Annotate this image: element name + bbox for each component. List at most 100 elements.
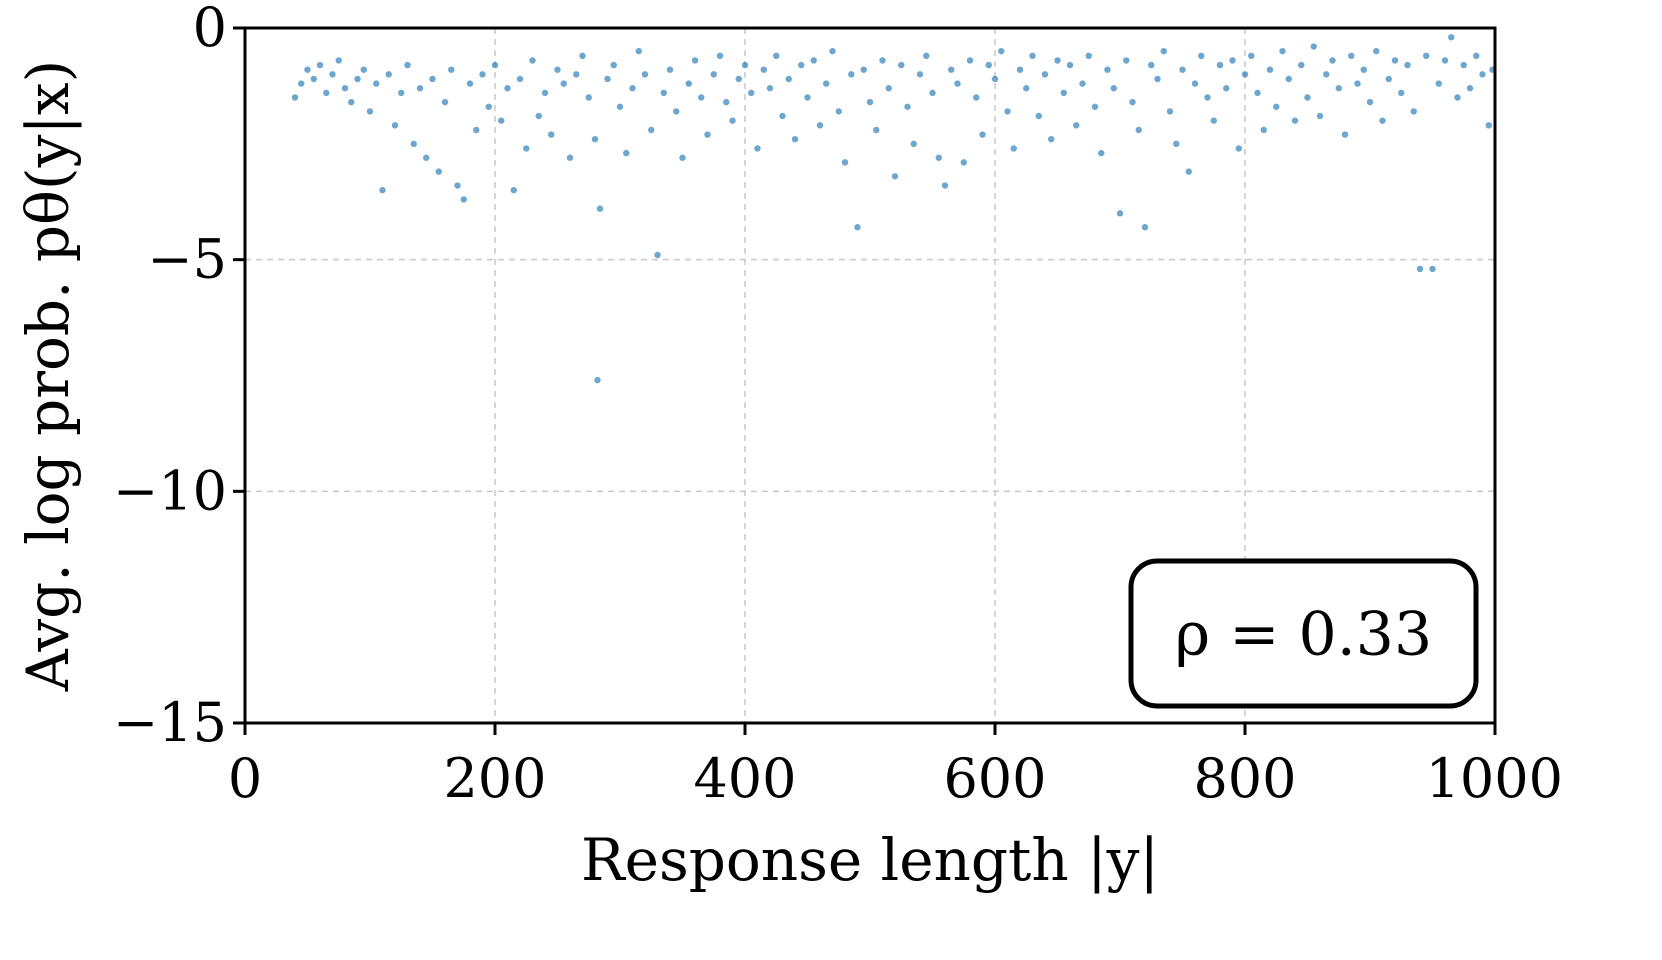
scatter-point	[323, 89, 330, 97]
scatter-point	[660, 89, 667, 97]
scatter-point	[298, 80, 305, 87]
scatter-point	[404, 61, 411, 69]
scatter-point	[1391, 57, 1399, 64]
scatter-point	[1441, 57, 1449, 64]
scatter-point	[535, 112, 542, 120]
scatter-point	[698, 94, 705, 101]
scatter-point	[885, 85, 892, 92]
scatter-point	[585, 94, 592, 101]
scatter-point	[623, 149, 630, 157]
scatter-point	[910, 140, 917, 148]
scatter-point	[1435, 80, 1442, 87]
scatter-point	[916, 71, 924, 78]
scatter-point	[410, 140, 417, 148]
scatter-point	[654, 251, 661, 259]
scatter-point	[1485, 122, 1492, 129]
scatter-point	[1041, 71, 1049, 78]
scatter-point	[941, 182, 949, 189]
scatter-point	[1223, 85, 1230, 92]
scatter-point	[1016, 66, 1024, 73]
scatter-point	[823, 80, 830, 87]
scatter-point	[1004, 108, 1011, 115]
scatter-point	[573, 71, 580, 78]
scatter-point	[385, 71, 392, 78]
scatter-point	[1204, 94, 1211, 101]
scatter-point	[1060, 89, 1067, 97]
scatter-point	[673, 108, 680, 115]
scatter-point	[973, 94, 980, 101]
scatter-point	[435, 168, 442, 175]
scatter-point	[629, 85, 636, 92]
scatter-point	[773, 52, 780, 59]
scatter-point	[1054, 57, 1061, 64]
y-tick-label: −10	[113, 459, 227, 522]
scatter-point	[779, 112, 786, 120]
scatter-point	[1035, 112, 1042, 120]
scatter-point	[1354, 80, 1361, 87]
scatter-point	[329, 71, 336, 78]
scatter-point	[541, 89, 549, 97]
scatter-point	[1291, 117, 1299, 124]
scatter-point	[1023, 85, 1030, 92]
scatter-point	[1266, 66, 1274, 73]
scatter-point	[1285, 75, 1292, 83]
scatter-point	[354, 75, 361, 83]
scatter-point	[485, 103, 492, 110]
scatter-point	[498, 117, 505, 124]
scatter-point	[1110, 85, 1117, 92]
scatter-point	[1416, 265, 1424, 273]
correlation-annotation: ρ = 0.33	[1128, 558, 1479, 709]
scatter-point	[1385, 75, 1392, 83]
scatter-points	[291, 34, 1496, 384]
scatter-point	[448, 66, 455, 73]
scatter-point	[1079, 80, 1086, 87]
scatter-point	[429, 75, 436, 83]
scatter-point	[560, 80, 567, 87]
scatter-point	[360, 66, 367, 73]
scatter-point	[460, 196, 467, 203]
scatter-point	[1373, 47, 1380, 55]
scatter-point	[1279, 47, 1286, 55]
scatter-point	[798, 61, 805, 69]
scatter-point	[1348, 52, 1355, 59]
scatter-point	[1448, 34, 1455, 41]
x-tick-label: 400	[693, 747, 796, 810]
scatter-point	[1073, 122, 1080, 129]
scatter-point	[1254, 89, 1261, 97]
scatter-point	[504, 85, 511, 92]
scatter-point	[579, 52, 586, 59]
scatter-point	[848, 71, 855, 78]
scatter-point	[966, 57, 974, 64]
annotation-box	[1128, 558, 1479, 709]
scatter-point	[1085, 52, 1092, 59]
scatter-point	[860, 66, 867, 73]
scatter-point	[1141, 224, 1149, 231]
scatter-point	[1341, 131, 1349, 138]
scatter-point	[998, 47, 1005, 55]
axis-ticks: 0 200 400 600 800 1000 0 −5 −10 −15	[113, 0, 1563, 810]
plot-frame	[243, 26, 1497, 725]
scatter-point	[1398, 89, 1405, 97]
scatter-point	[1029, 52, 1036, 59]
scatter-point	[1479, 71, 1486, 78]
scatter-point	[1116, 210, 1124, 217]
scatter-point	[723, 98, 730, 106]
scatter-point	[923, 52, 930, 59]
scatter-point	[1010, 145, 1017, 152]
scatter-point	[1104, 66, 1111, 73]
scatter-point	[979, 131, 986, 138]
scatter-point	[1310, 43, 1317, 50]
scatter-point	[1123, 57, 1130, 64]
scatter-point	[1473, 52, 1480, 59]
scatter-point	[1235, 145, 1242, 152]
scatter-point	[1091, 103, 1099, 110]
scatter-point	[1066, 61, 1074, 69]
scatter-point	[510, 186, 517, 194]
scatter-point	[1098, 149, 1105, 157]
scatter-point	[610, 61, 617, 69]
scatter-point	[691, 57, 699, 64]
scatter-point	[373, 80, 380, 87]
scatter-point	[1323, 71, 1330, 78]
scatter-point	[641, 71, 649, 78]
scatter-point	[873, 126, 880, 134]
